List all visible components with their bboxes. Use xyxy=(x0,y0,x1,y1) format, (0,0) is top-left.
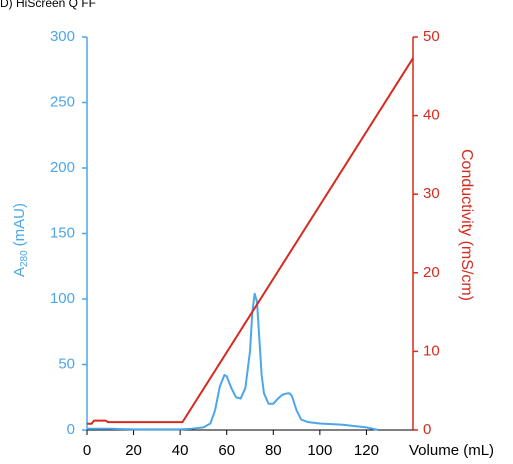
y2-tick-label: 0 xyxy=(423,421,431,438)
y-tick-label: 50 xyxy=(58,355,75,372)
x-tick-label: 120 xyxy=(354,442,379,459)
x-tick-label: 40 xyxy=(172,442,189,459)
x-tick-label: 100 xyxy=(307,442,332,459)
x-axis-label: Volume (mL) xyxy=(409,442,494,459)
y2-tick-label: 20 xyxy=(423,264,440,281)
y-tick-label: 150 xyxy=(50,224,75,241)
y-tick-label: 250 xyxy=(50,93,75,110)
y-axis-label: A280 (mAU) xyxy=(11,203,30,277)
chart-title: D) HiScreen Q FF xyxy=(0,0,96,10)
y2-axis-label: Conductivity (mS/cm) xyxy=(458,149,475,301)
y-axis-label-main: A xyxy=(11,267,28,277)
data-line xyxy=(87,57,414,425)
y2-tick-label: 10 xyxy=(423,342,440,359)
x-tick-label: 80 xyxy=(265,442,282,459)
y-axis-label-sub: 280 xyxy=(19,250,30,267)
y2-tick-label: 50 xyxy=(423,28,440,45)
y-tick-label: 0 xyxy=(67,421,75,438)
y-tick-label: 100 xyxy=(50,290,75,307)
y2-tick-label: 40 xyxy=(423,107,440,124)
y-tick-label: 300 xyxy=(50,28,75,45)
x-tick-label: 60 xyxy=(218,442,235,459)
x-tick-label: 20 xyxy=(125,442,142,459)
y2-tick-label: 30 xyxy=(423,185,440,202)
y-tick-label: 200 xyxy=(50,159,75,176)
x-tick-label: 0 xyxy=(83,442,91,459)
y-axis-label-unit: (mAU) xyxy=(11,203,28,246)
data-line xyxy=(87,292,379,431)
